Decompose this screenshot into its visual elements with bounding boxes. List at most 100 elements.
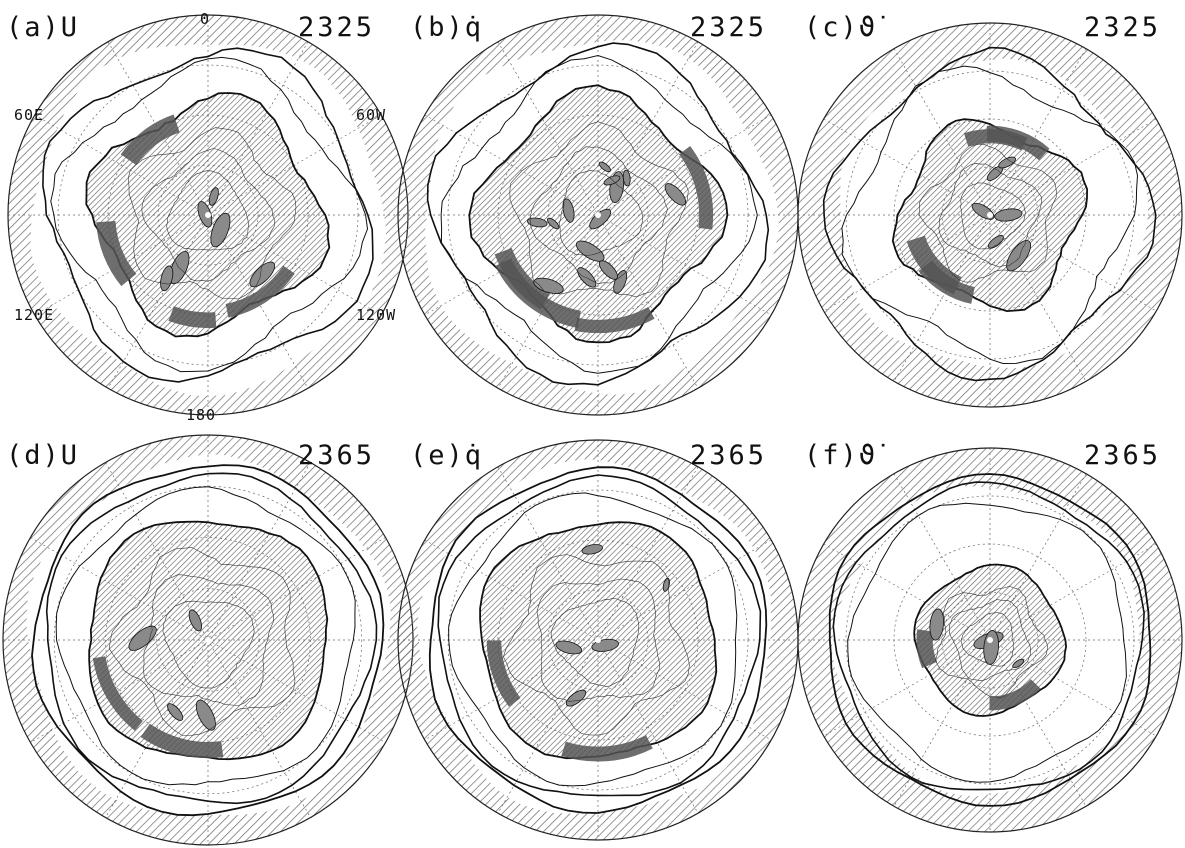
shaded-anomaly-band: [96, 220, 137, 287]
shaded-anomaly-blob: [581, 544, 603, 555]
polar-map-b: [397, 14, 799, 416]
contour-line: [847, 502, 1127, 783]
contour-line-thick: [426, 42, 770, 386]
map-border: [797, 22, 1183, 408]
contour-line-thick: [437, 474, 762, 797]
interior-contour: [108, 547, 296, 736]
shaded-anomaly-blob: [555, 640, 583, 655]
shaded-anomaly-blob: [167, 703, 184, 721]
shaded-anomaly-band: [574, 306, 655, 334]
map-clip-group: [398, 440, 798, 840]
shaded-anomaly-blob: [195, 699, 216, 731]
panel-e: (e)q̇ 2365: [397, 439, 799, 841]
shaded-anomaly-band: [561, 735, 653, 762]
interior-contour: [960, 612, 1014, 667]
shaded-anomaly-blob: [987, 235, 1004, 249]
contour-line: [55, 486, 356, 786]
shaded-anomaly-blob: [197, 201, 213, 228]
panel-f-label: (f)ϑ̇: [804, 440, 885, 471]
shaded-anomaly-blob: [527, 217, 548, 228]
panel-d-label: (d)U: [6, 440, 79, 471]
lon-label-60w: 60W: [356, 106, 386, 124]
shaded-anomaly-blob: [188, 609, 203, 632]
latitude-gridline: [53, 485, 363, 795]
lon-label-60e: 60E: [14, 106, 44, 124]
lon-label-120w: 120W: [356, 306, 396, 324]
contour-line-thick: [42, 47, 374, 383]
shaded-anomaly-blob: [533, 277, 564, 294]
interior-contour: [503, 554, 690, 736]
polar-map-c: [797, 22, 1183, 408]
shaded-anomaly-blob: [128, 625, 157, 651]
interior-contour: [141, 148, 276, 282]
interior-contour: [536, 578, 660, 702]
shaded-anomaly-band: [678, 145, 714, 230]
interior-contour: [949, 599, 1031, 681]
map-clip-group: [798, 23, 1182, 407]
contour-line: [50, 56, 369, 373]
shaded-anomaly-blob: [565, 689, 587, 707]
shaded-anomaly-blob: [160, 265, 174, 292]
pole-marker: [987, 212, 993, 218]
panel-d-year: 2365: [298, 440, 375, 471]
contour-line-thick: [428, 466, 768, 814]
shaded-anomaly-band: [916, 629, 938, 669]
shaded-anomaly-band: [989, 679, 1041, 711]
pole-marker: [205, 637, 211, 643]
shaded-anomaly-blob: [613, 270, 628, 294]
map-clip-group: [798, 448, 1182, 832]
interior-contour: [935, 585, 1048, 699]
panel-c-label: (c)ϑ̇: [804, 12, 885, 43]
interior-contour: [938, 163, 1043, 268]
interior-contour: [959, 182, 1026, 250]
panel-c: (c)ϑ̇ 2325: [797, 12, 1183, 408]
contour-line: [841, 65, 1139, 365]
contour-line: [440, 54, 758, 374]
shaded-anomaly-band: [92, 656, 143, 731]
shaded-anomaly-blob: [208, 187, 219, 206]
map-clip-group: [398, 15, 798, 415]
shaded-anomaly-band: [918, 260, 975, 304]
shaded-anomaly-blob: [664, 183, 687, 206]
interior-contour: [918, 143, 1057, 283]
contour-line-thick: [31, 464, 385, 817]
contour-line-thick: [832, 481, 1145, 791]
interior-contour: [529, 146, 668, 285]
panel-b: (b)q̇ 2325: [397, 12, 799, 416]
lon-label-180: 180: [186, 406, 216, 424]
pole-marker: [595, 637, 601, 643]
interior-contour: [143, 574, 275, 706]
map-border: [797, 447, 1183, 833]
shaded-anomaly-band: [494, 247, 551, 310]
shaded-anomaly-band: [486, 640, 521, 707]
shaded-anomaly-band: [168, 306, 217, 329]
contour-line-thick: [45, 472, 378, 805]
panel-f: (f)ϑ̇ 2365: [797, 440, 1183, 833]
shaded-anomaly-blob: [249, 261, 276, 288]
polar-map-d: [2, 434, 414, 846]
shaded-anomaly-blob: [598, 260, 618, 280]
shaded-anomaly-blob: [1012, 658, 1025, 669]
interior-contour: [166, 170, 249, 251]
polar-map-e: [397, 439, 799, 841]
shaded-anomaly-blob: [210, 212, 231, 248]
interior-contour: [127, 127, 297, 300]
shaded-anomaly-band: [986, 125, 1050, 161]
polar-map-a: [7, 14, 409, 416]
contour-line-thick: [828, 473, 1152, 807]
map-clip-group: [3, 435, 413, 845]
polar-map-f: [797, 447, 1183, 833]
interior-contour: [162, 600, 255, 689]
contour-line: [448, 492, 738, 787]
panel-c-year: 2325: [1084, 12, 1161, 43]
panel-a-year: 2325: [298, 12, 375, 43]
panel-a: (a)U 2325 0 60E 60W 120E 120W 180: [6, 10, 409, 424]
interior-contour: [509, 121, 689, 298]
shaded-anomaly-band: [225, 265, 295, 318]
panel-b-year: 2325: [690, 12, 767, 43]
interior-contour: [550, 597, 640, 687]
panel-e-year: 2365: [690, 440, 767, 471]
shaded-anomaly-blob: [562, 198, 575, 223]
panel-b-label: (b)q̇: [410, 12, 483, 43]
